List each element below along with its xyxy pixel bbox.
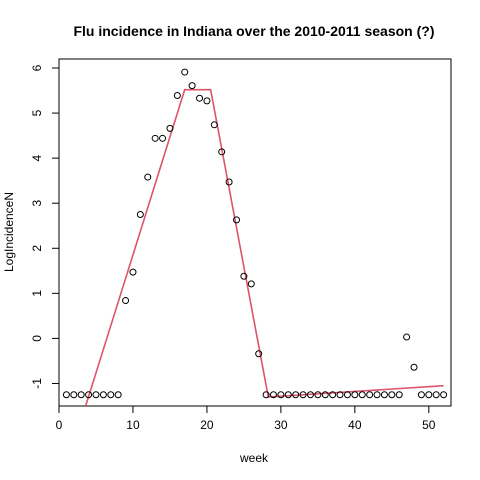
data-point (247, 280, 255, 288)
data-point (299, 391, 307, 399)
data-point (336, 391, 344, 399)
data-point (62, 391, 70, 399)
data-point (292, 391, 300, 399)
data-point (432, 391, 440, 399)
y-tick-label: 5 (30, 109, 44, 116)
data-point (114, 391, 122, 399)
y-tick-label: 2 (30, 245, 44, 252)
data-points (62, 68, 448, 399)
data-point (410, 363, 418, 371)
data-point (173, 92, 181, 100)
data-point (70, 391, 78, 399)
data-point (144, 173, 152, 181)
y-tick-label: 3 (30, 200, 44, 207)
data-point (99, 391, 107, 399)
fit-line-group (84, 88, 444, 406)
data-point (218, 148, 226, 156)
data-point (77, 391, 85, 399)
x-axis-label: week (239, 451, 269, 465)
x-tick-label: 20 (200, 418, 214, 432)
data-point (196, 94, 204, 102)
data-point (225, 178, 233, 186)
data-point (440, 391, 448, 399)
data-point (255, 350, 263, 358)
data-point (159, 134, 167, 142)
data-point (269, 391, 277, 399)
y-axis: -1 0 1 2 3 4 5 6 (30, 64, 59, 389)
x-tick-label: 10 (126, 418, 140, 432)
x-tick-label: 0 (56, 418, 63, 432)
fit-line (84, 88, 444, 406)
x-tick-label: 40 (348, 418, 362, 432)
y-axis-label: LogIncidenceN (2, 192, 16, 272)
plot-frame (58, 58, 452, 407)
data-point (403, 333, 411, 341)
chart-title: Flu incidence in Indiana over the 2010-2… (73, 23, 434, 39)
data-point (151, 134, 159, 142)
y-tick-label: 6 (30, 64, 44, 71)
data-point (210, 121, 218, 129)
data-point (122, 297, 130, 305)
data-point (136, 210, 144, 218)
data-point (85, 391, 93, 399)
data-point (306, 391, 314, 399)
data-point (388, 391, 396, 399)
data-point (107, 391, 115, 399)
data-point (358, 391, 366, 399)
x-tick-label: 30 (274, 418, 288, 432)
y-tick-label: -1 (30, 378, 44, 389)
data-point (181, 68, 189, 76)
data-point (240, 272, 248, 280)
data-point (395, 391, 403, 399)
data-point (277, 391, 285, 399)
data-point (203, 97, 211, 105)
data-point (188, 82, 196, 90)
data-point (373, 391, 381, 399)
data-point (314, 391, 322, 399)
data-point (425, 391, 433, 399)
data-point (366, 391, 374, 399)
y-tick-label: 4 (30, 154, 44, 161)
data-point (417, 391, 425, 399)
data-point (233, 216, 241, 224)
data-point (129, 268, 137, 276)
data-point (380, 391, 388, 399)
data-point (351, 391, 359, 399)
data-point (284, 391, 292, 399)
data-point (92, 391, 100, 399)
data-point (166, 124, 174, 132)
y-tick-label: 1 (30, 290, 44, 297)
x-tick-label: 50 (422, 418, 436, 432)
x-axis: 0 10 20 30 40 50 (56, 406, 436, 432)
data-point (343, 391, 351, 399)
y-tick-label: 0 (30, 335, 44, 342)
data-point (321, 391, 329, 399)
data-point (329, 391, 337, 399)
data-point (262, 391, 270, 399)
